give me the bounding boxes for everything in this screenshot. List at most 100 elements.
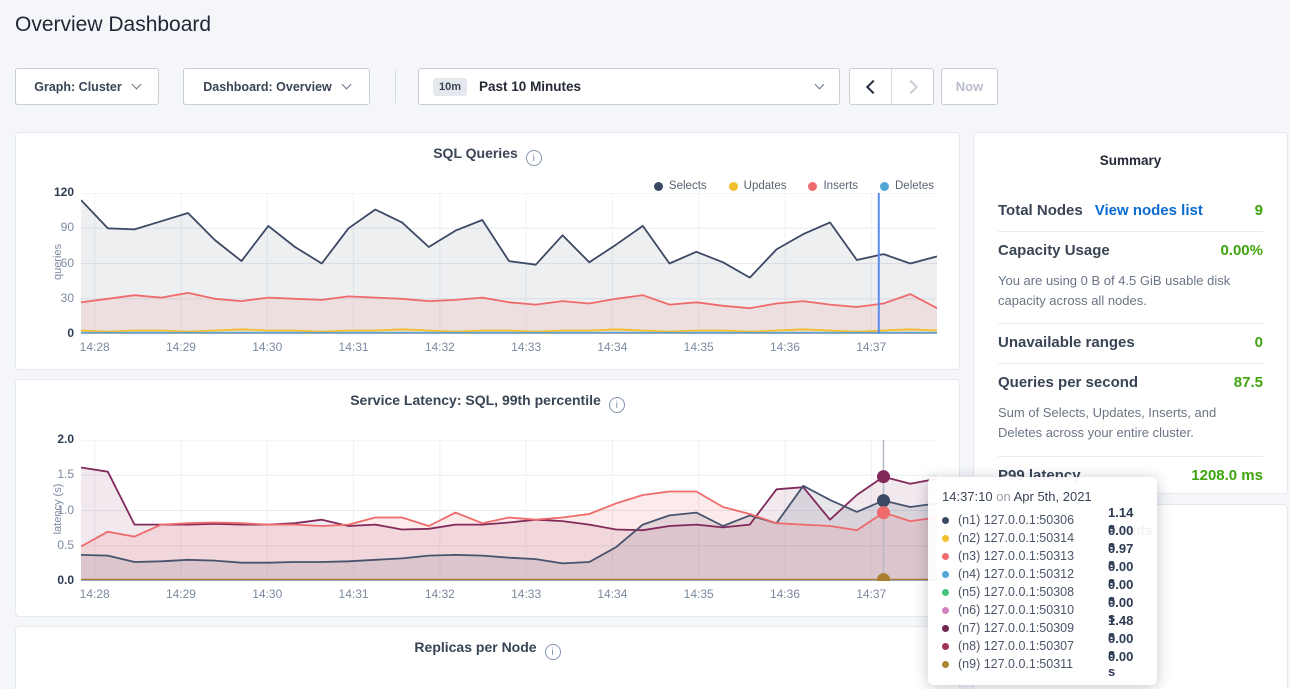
chart-plot-area[interactable] [81,440,937,581]
prev-range-button[interactable] [850,69,892,104]
legend-label: Inserts [823,180,858,192]
y-axis-tick: 0.5 [28,538,74,552]
chart-title: Service Latency: SQL, 99th percentile i [16,392,959,413]
node-address: (n2) 127.0.0.1:50314 [958,531,1108,545]
time-range-dropdown[interactable]: 10m Past 10 Minutes [418,68,840,105]
x-axis-tick: 14:37 [843,340,899,354]
dashboard-dropdown-label: Dashboard: Overview [203,80,332,94]
capacity-value: 0.00% [1220,242,1263,259]
y-axis-tick: 0.0 [28,573,74,587]
toolbar: Graph: Cluster Dashboard: Overview 10m P… [15,68,1275,105]
node-address: (n8) 127.0.0.1:50307 [958,639,1108,653]
graph-dropdown[interactable]: Graph: Cluster [15,68,159,105]
y-axis-tick: 2.0 [28,432,74,446]
now-button[interactable]: Now [941,68,998,105]
node-address: (n6) 127.0.0.1:50310 [958,603,1108,617]
chevron-down-icon [815,80,825,90]
node-address: (n1) 127.0.0.1:50306 [958,513,1108,527]
y-axis-title: queries [52,222,64,302]
x-axis-tick: 14:30 [239,587,295,601]
view-nodes-list-link[interactable]: View nodes list [1095,202,1203,219]
tooltip-rows: (n1) 127.0.0.1:503061.14 s(n2) 127.0.0.1… [942,511,1143,673]
unavailable-ranges-value: 0 [1255,334,1263,351]
x-axis-tick: 14:30 [239,340,295,354]
chart-title-text: Service Latency: SQL, 99th percentile [350,392,601,408]
x-axis-tick: 14:32 [412,340,468,354]
x-axis-tick: 14:35 [671,587,727,601]
time-range-label: Past 10 Minutes [479,79,581,94]
chevron-left-icon [865,79,879,93]
info-icon[interactable]: i [526,150,542,166]
chevron-right-icon [903,79,917,93]
node-address: (n5) 127.0.0.1:50308 [958,585,1108,599]
node-color-dot [942,535,949,542]
chart-title-text: SQL Queries [433,145,518,161]
legend-color-dot [808,182,817,191]
node-color-dot [942,571,949,578]
page-title: Overview Dashboard [15,13,211,37]
legend-item-deletes: Deletes [880,180,934,192]
y-axis-title: latency (s) [52,469,64,549]
summary-row-total-nodes: Total Nodes View nodes list 9 [998,192,1263,231]
y-axis-tick: 30 [28,291,74,305]
summary-panel: Summary Total Nodes View nodes list 9 Ca… [973,132,1288,494]
node-color-dot [942,589,949,596]
legend-color-dot [880,182,889,191]
tooltip-date: Apr 5th, 2021 [1014,489,1092,504]
chart-plot-area[interactable] [81,193,937,334]
next-range-button[interactable] [892,69,933,104]
node-address: (n9) 127.0.0.1:50311 [958,657,1108,671]
legend-label: Updates [744,180,787,192]
replicas-per-node-card: Replicas per Node i [15,626,960,689]
x-axis-tick: 14:34 [584,587,640,601]
capacity-label: Capacity Usage [998,242,1110,259]
x-axis-tick: 14:32 [412,587,468,601]
tooltip-node-row: (n9) 127.0.0.1:503110.00 s [942,655,1143,673]
node-color-dot [942,517,949,524]
toolbar-divider [395,70,396,103]
service-latency-card: Service Latency: SQL, 99th percentile i 0… [15,379,960,617]
node-color-dot [942,643,949,650]
y-axis-tick: 1.0 [28,503,74,517]
x-axis-tick: 14:28 [67,340,123,354]
y-axis-tick: 60 [28,256,74,270]
p99-latency-value: 1208.0 ms [1191,467,1263,484]
time-range-badge: 10m [433,78,467,96]
x-axis-tick: 14:31 [326,587,382,601]
chart-tooltip: 14:37:10 on Apr 5th, 2021 (n1) 127.0.0.1… [928,477,1157,685]
x-axis-tick: 14:28 [67,587,123,601]
chart-title-text: Replicas per Node [414,639,536,655]
node-address: (n7) 127.0.0.1:50309 [958,621,1108,635]
legend-label: Deletes [895,180,934,192]
sql-queries-card: SQL Queries i Selects Updates Inserts Delete… [15,132,960,370]
chart-title: Replicas per Node i [16,639,959,660]
x-axis-tick: 14:34 [584,340,640,354]
unavailable-ranges-label: Unavailable ranges [998,334,1135,351]
legend-label: Selects [669,180,707,192]
y-axis-tick: 0 [28,326,74,340]
total-nodes-value: 9 [1255,202,1263,219]
chart-title: SQL Queries i [16,145,959,166]
chevron-down-icon [341,80,351,90]
x-axis-tick: 14:36 [757,340,813,354]
x-axis-tick: 14:33 [498,587,554,601]
x-axis-tick: 14:29 [153,340,209,354]
legend-color-dot [654,182,663,191]
node-color-dot [942,607,949,614]
y-axis-tick: 90 [28,220,74,234]
qps-value: 87.5 [1234,374,1263,391]
node-color-dot [942,553,949,560]
node-latency-value: 0.00 s [1108,649,1143,679]
info-icon[interactable]: i [545,644,561,660]
x-axis-tick: 14:36 [757,587,813,601]
tooltip-timestamp: 14:37:10 on Apr 5th, 2021 [942,489,1143,504]
dashboard-dropdown[interactable]: Dashboard: Overview [183,68,370,105]
total-nodes-label: Total Nodes [998,202,1083,219]
info-icon[interactable]: i [609,397,625,413]
x-axis-tick: 14:35 [671,340,727,354]
legend-color-dot [729,182,738,191]
overview-dashboard-page: Overview Dashboard Graph: Cluster Dashbo… [0,0,1290,689]
x-axis-tick: 14:29 [153,587,209,601]
summary-row-qps: Queries per second 87.5 [998,364,1263,403]
graph-dropdown-label: Graph: Cluster [34,80,122,94]
